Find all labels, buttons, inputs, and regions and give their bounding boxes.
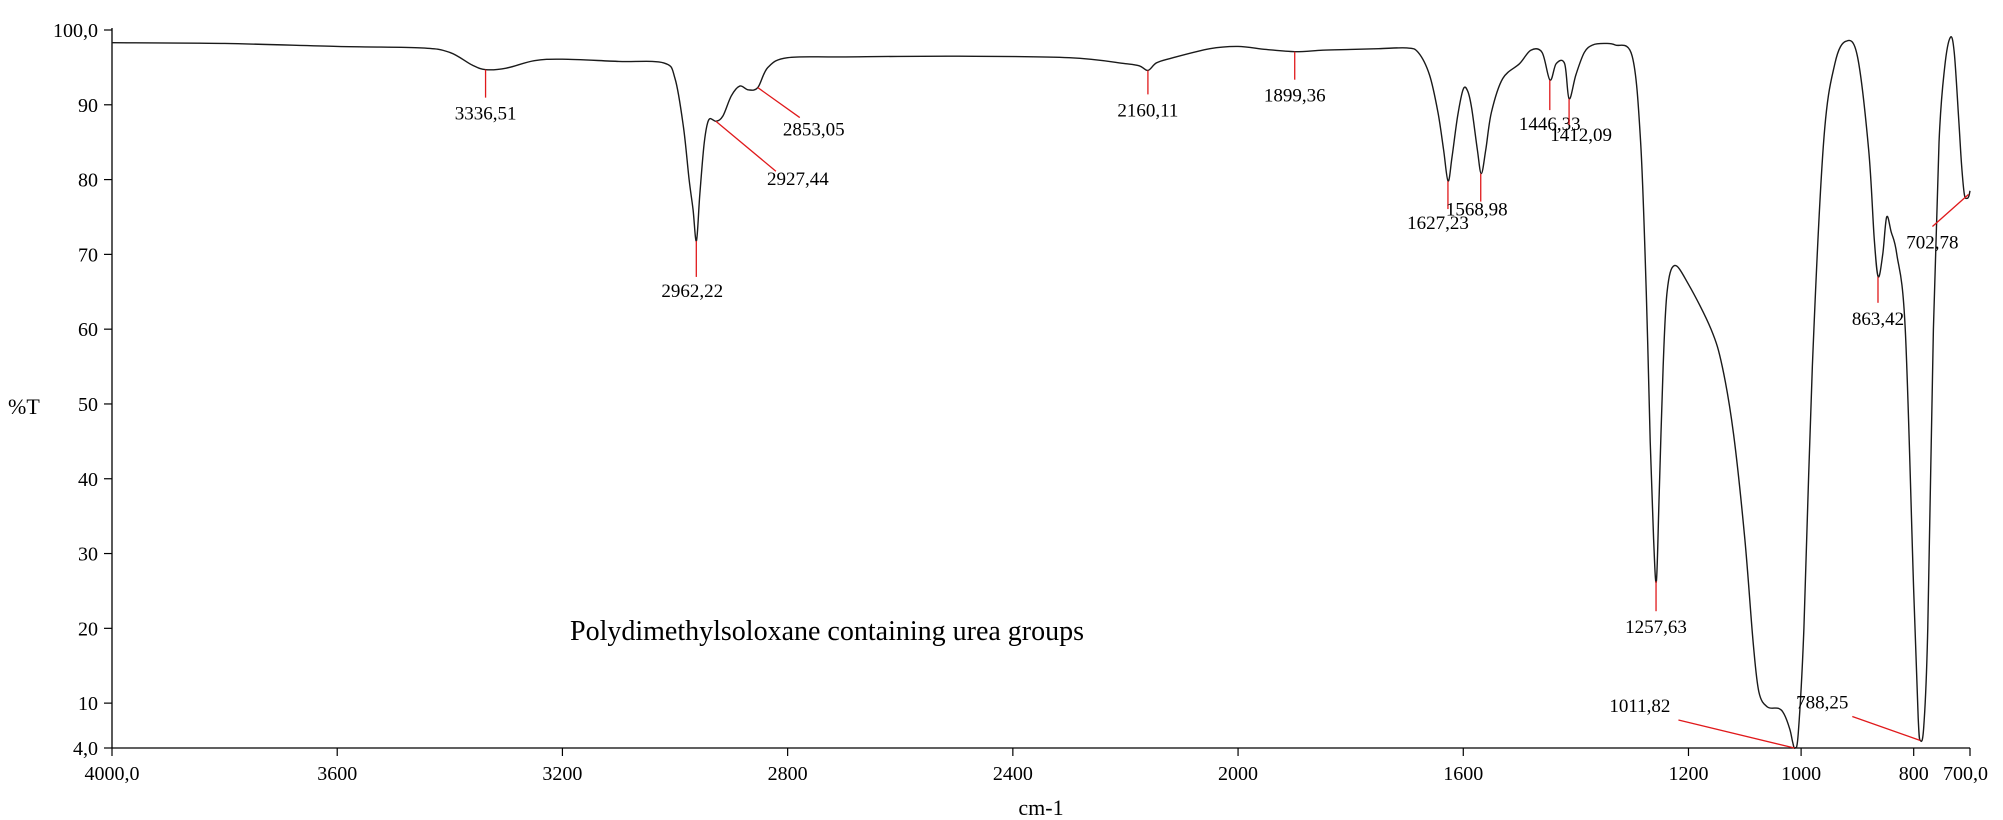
peak-marker	[757, 87, 801, 119]
y-axis-title: %T	[8, 394, 40, 419]
peak-label: 3336,51	[455, 104, 517, 125]
peak-marker	[715, 120, 777, 172]
x-tick-label: 3200	[542, 763, 582, 785]
y-tick-label: 100,0	[53, 20, 98, 42]
plot-area	[111, 36, 1971, 750]
peak-markers: 3336,51 2962,22 2927,44 2853,05 2160,11 1899,…	[455, 51, 1969, 749]
tick-marks: 4,0 10 20 30 40 50 60 70 80 90 100,0 4000,0 3600 3200…	[53, 20, 1988, 785]
x-tick-label: 700,0	[1943, 763, 1988, 785]
peak-label: 1627,23	[1407, 213, 1469, 234]
x-tick-label: 2000	[1218, 763, 1258, 785]
peak-label: 2927,44	[767, 169, 829, 190]
peak-label: 2160,11	[1117, 100, 1178, 121]
y-tick-label: 30	[78, 544, 98, 566]
y-tick-label: 70	[78, 244, 98, 266]
peak-label: 1568,98	[1446, 200, 1508, 221]
x-tick-label: 1200	[1668, 763, 1708, 785]
y-tick-label: 20	[78, 618, 98, 640]
x-tick-label: 1600	[1443, 763, 1483, 785]
x-tick-label: 2800	[768, 763, 808, 785]
peak-marker	[1678, 719, 1795, 749]
chart-annotation: Polydimethylsoloxane containing urea gro…	[570, 616, 1084, 647]
peak-label: 702,78	[1906, 233, 1958, 254]
peak-label: 1899,36	[1264, 86, 1326, 107]
peak-label: 788,25	[1796, 693, 1848, 714]
x-tick-label: 800	[1899, 763, 1929, 785]
x-tick-label: 2400	[993, 763, 1033, 785]
y-tick-label: 40	[78, 469, 98, 491]
y-tick-label: 50	[78, 394, 98, 416]
y-tick-label: 10	[78, 693, 98, 715]
peak-label: 1257,63	[1625, 617, 1687, 638]
y-tick-label: 60	[78, 319, 98, 341]
x-tick-label: 1000	[1781, 763, 1821, 785]
peak-label: 1446,33	[1519, 114, 1581, 135]
x-tick-label: 3600	[317, 763, 357, 785]
y-tick-label: 90	[78, 95, 98, 117]
peak-label: 1011,82	[1609, 696, 1670, 717]
peak-label: 863,42	[1852, 309, 1904, 330]
peak-label: 2853,05	[783, 120, 845, 141]
y-tick-label: 80	[78, 170, 98, 192]
x-axis-title: cm-1	[1018, 795, 1063, 820]
y-tick-label: 4,0	[73, 738, 98, 760]
peak-marker	[1932, 194, 1969, 228]
x-tick-label: 4000,0	[85, 763, 140, 785]
spectrum-line-0	[111, 36, 1971, 750]
peak-label: 2962,22	[661, 281, 723, 302]
peak-marker	[1852, 715, 1921, 742]
peak-label: 1412,09	[1550, 125, 1612, 146]
